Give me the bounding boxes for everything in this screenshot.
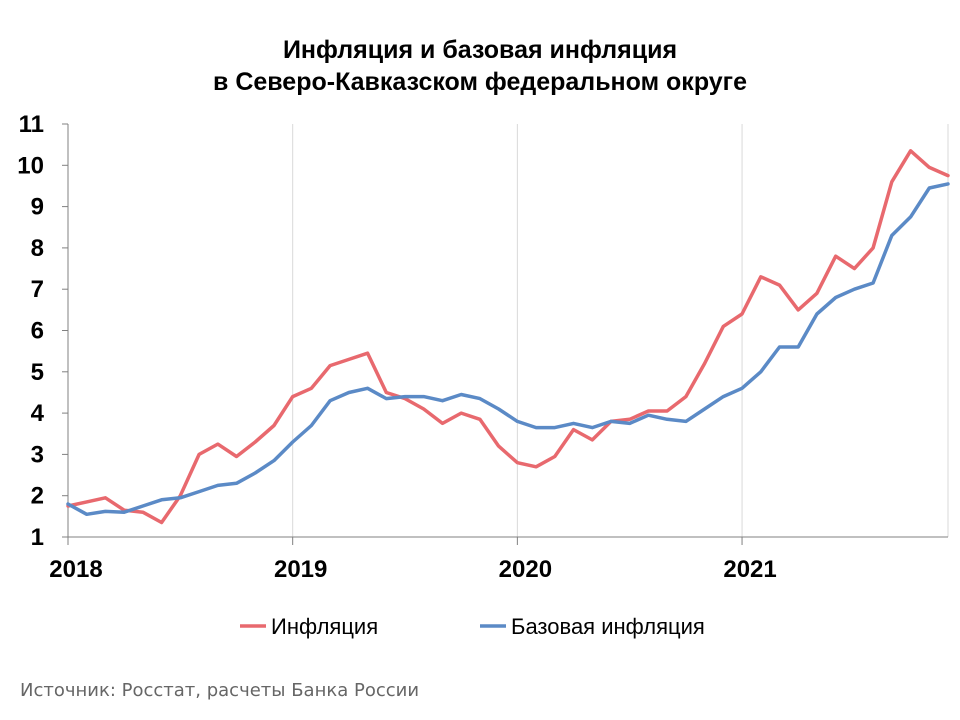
y-tick-label-4: 4 bbox=[31, 400, 45, 427]
chart-title-line-1: Инфляция и базовая инфляция bbox=[282, 36, 678, 64]
y-tick-label-2: 2 bbox=[31, 483, 44, 510]
y-tick-label-1: 1 bbox=[31, 524, 44, 551]
y-tick-label-8: 8 bbox=[31, 235, 44, 262]
x-tick-label-2021: 2021 bbox=[723, 556, 776, 583]
chart-title: Инфляция и базовая инфляция в Северо-Кав… bbox=[0, 34, 960, 98]
legend-label-2: Базовая инфляция bbox=[511, 614, 705, 639]
gridlines bbox=[292, 124, 949, 537]
x-tick-label-2018: 2018 bbox=[49, 556, 102, 583]
legend-label-1: Инфляция bbox=[271, 614, 378, 639]
y-tick-label-10: 10 bbox=[17, 152, 44, 179]
y-tick-label-11: 11 bbox=[19, 111, 44, 138]
chart-title-line-2: в Северо-Кавказском федеральном округе bbox=[213, 68, 747, 96]
x-tick-label-2019: 2019 bbox=[274, 556, 327, 583]
series-lines bbox=[66, 149, 950, 525]
series-line-1 bbox=[66, 149, 950, 525]
legend: Инфляция Базовая инфляция bbox=[240, 614, 705, 639]
y-tick-label-3: 3 bbox=[31, 441, 44, 468]
axes: 2018 2019 2020 2021 1 2 3 4 5 6 7 8 9 10 11 bbox=[17, 111, 948, 583]
x-tick-label-2020: 2020 bbox=[499, 556, 552, 583]
y-tick-label-5: 5 bbox=[31, 359, 44, 386]
y-tick-label-9: 9 bbox=[31, 194, 44, 221]
y-tick-label-7: 7 bbox=[31, 276, 44, 303]
source-note: Источник: Росстат, расчеты Банка России bbox=[20, 680, 420, 701]
series-line-2 bbox=[66, 182, 950, 517]
y-tick-label-6: 6 bbox=[31, 318, 44, 345]
